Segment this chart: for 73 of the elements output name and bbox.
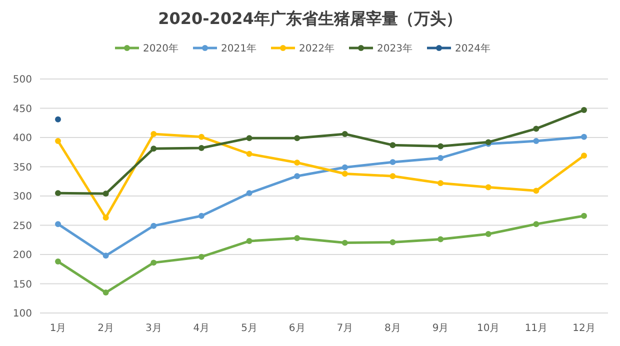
point bbox=[102, 214, 109, 221]
point bbox=[533, 126, 540, 132]
point bbox=[198, 134, 204, 140]
point bbox=[438, 180, 444, 186]
legend-label: 2023年 bbox=[377, 42, 412, 54]
point bbox=[390, 159, 396, 166]
point bbox=[150, 222, 157, 229]
point bbox=[390, 142, 396, 148]
point bbox=[55, 138, 61, 144]
legend-label: 2020年 bbox=[143, 42, 178, 54]
chart-title: 2020-2024年广东省生猪屠宰量（万头） bbox=[158, 9, 462, 28]
x-tick-label: 9月 bbox=[432, 323, 449, 334]
point bbox=[294, 160, 300, 166]
x-tick-label: 7月 bbox=[336, 323, 354, 334]
point bbox=[438, 154, 444, 161]
point bbox=[581, 107, 587, 113]
y-tick-label: 500 bbox=[12, 74, 32, 86]
x-tick-label: 3月 bbox=[145, 323, 162, 334]
legend-label: 2021年 bbox=[221, 42, 256, 54]
point bbox=[581, 134, 587, 140]
point bbox=[581, 152, 587, 159]
point bbox=[102, 290, 109, 296]
point bbox=[533, 188, 540, 194]
x-tick-label: 4月 bbox=[193, 323, 210, 334]
point bbox=[102, 190, 109, 197]
point bbox=[485, 231, 492, 238]
y-tick-label: 350 bbox=[12, 162, 32, 174]
point bbox=[294, 235, 300, 242]
point bbox=[485, 184, 492, 190]
point bbox=[246, 135, 252, 142]
x-tick-label: 8月 bbox=[384, 323, 401, 334]
point bbox=[342, 170, 348, 177]
point bbox=[533, 221, 540, 228]
point bbox=[533, 138, 540, 144]
point bbox=[294, 173, 300, 180]
point bbox=[246, 238, 252, 244]
point bbox=[342, 164, 348, 170]
point bbox=[438, 143, 444, 150]
x-tick-label: 11月 bbox=[524, 323, 548, 334]
point bbox=[581, 212, 587, 219]
x-tick-label: 5月 bbox=[241, 323, 258, 334]
point bbox=[342, 131, 348, 137]
y-tick-label: 250 bbox=[12, 220, 32, 232]
x-tick-label: 1月 bbox=[50, 323, 66, 334]
x-tick-label: 6月 bbox=[288, 323, 306, 334]
point bbox=[102, 252, 109, 259]
y-tick-label: 200 bbox=[12, 250, 32, 261]
point bbox=[294, 135, 300, 142]
point bbox=[438, 236, 444, 242]
y-tick-label: 100 bbox=[12, 308, 32, 320]
point bbox=[55, 190, 61, 196]
point bbox=[55, 221, 61, 228]
x-tick-label: 12月 bbox=[572, 323, 596, 334]
point bbox=[55, 258, 61, 264]
point bbox=[198, 254, 204, 260]
point bbox=[342, 240, 348, 246]
point bbox=[150, 146, 157, 152]
y-tick-label: 450 bbox=[12, 104, 32, 115]
point bbox=[390, 239, 396, 246]
y-tick-label: 300 bbox=[12, 192, 32, 202]
point bbox=[390, 173, 396, 180]
point bbox=[246, 190, 252, 196]
legend-label: 2024年 bbox=[455, 42, 490, 54]
point bbox=[246, 150, 252, 157]
point bbox=[198, 145, 204, 152]
x-tick-label: 2月 bbox=[98, 323, 114, 334]
point bbox=[150, 260, 157, 266]
point bbox=[150, 131, 157, 137]
x-tick-label: 10月 bbox=[476, 323, 500, 334]
y-tick-label: 400 bbox=[12, 133, 32, 144]
y-tick-label: 150 bbox=[12, 279, 32, 290]
legend-label: 2022年 bbox=[299, 42, 334, 54]
point bbox=[198, 212, 204, 219]
